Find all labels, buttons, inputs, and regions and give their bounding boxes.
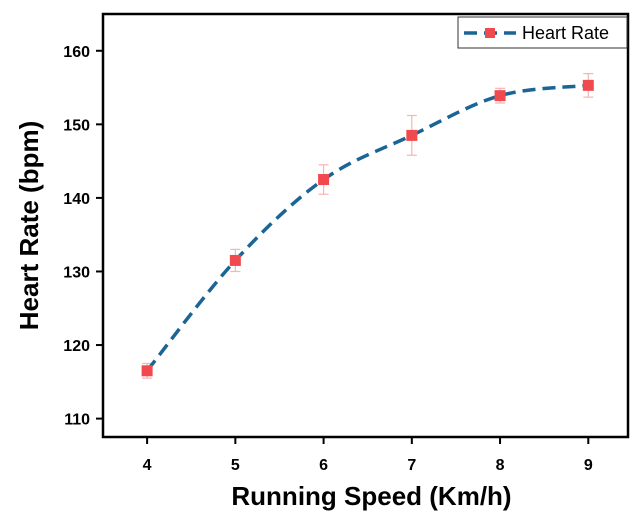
x-tick-label: 7 — [407, 457, 416, 474]
data-point — [406, 129, 418, 141]
y-tick-label: 130 — [63, 264, 90, 281]
axes — [101, 12, 630, 439]
y-tick-label: 140 — [63, 191, 90, 208]
legend-label: Heart Rate — [522, 23, 609, 43]
series-line — [145, 83, 589, 372]
y-tick-label: 110 — [64, 412, 90, 429]
y-tick-label: 150 — [63, 117, 90, 134]
y-tick-label: 160 — [63, 44, 90, 61]
data-point — [318, 174, 330, 186]
data-point — [229, 254, 241, 266]
legend: Heart Rate — [457, 16, 628, 49]
x-tick-label: 5 — [231, 457, 240, 474]
markers — [141, 79, 594, 377]
legend-marker — [485, 28, 495, 38]
x-tick-label: 9 — [584, 457, 593, 474]
x-axis-title: Running Speed (Km/h) — [231, 481, 511, 511]
plot-frame — [101, 12, 630, 439]
x-tick-label: 6 — [319, 457, 328, 474]
data-point — [141, 365, 153, 377]
x-tick-label: 8 — [496, 457, 505, 474]
ticks: 4 5 6 7 8 9 110 120 130 140 150 160 — [63, 44, 593, 474]
data-point — [582, 79, 594, 91]
x-tick-label: 4 — [143, 457, 152, 474]
y-axis-title: Heart Rate (bpm) — [14, 121, 44, 330]
error-bars — [142, 72, 594, 379]
y-tick-label: 120 — [63, 338, 90, 355]
data-point — [494, 90, 506, 102]
